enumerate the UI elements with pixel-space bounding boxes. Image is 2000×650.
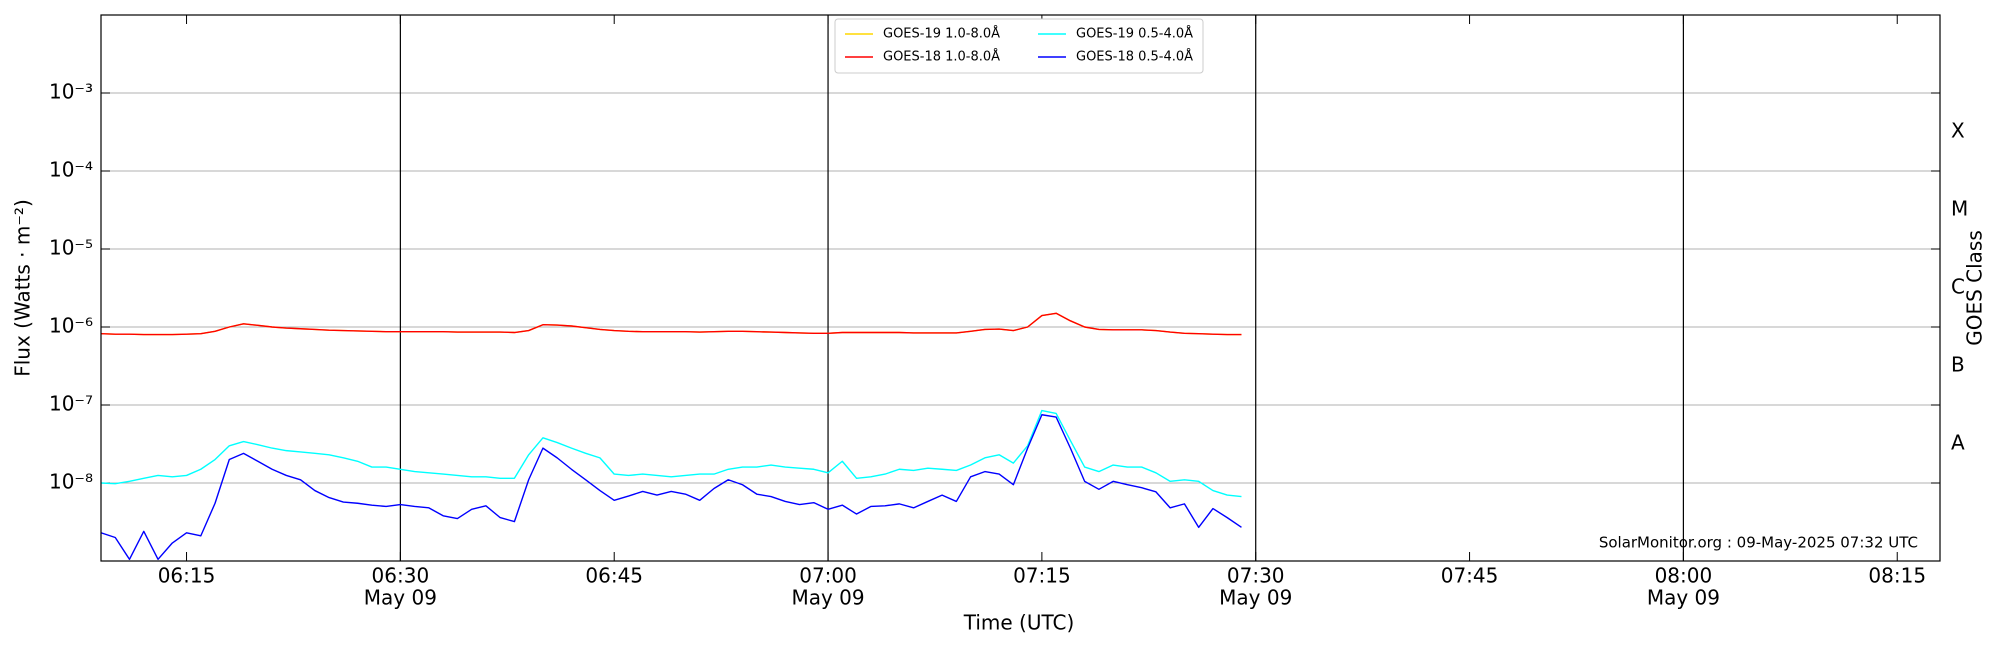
x-tick-label: 07:45 [1441,564,1499,588]
series-line [101,409,1242,498]
goes-class-label: B [1951,353,1965,377]
y2-axis-label: GOES Class [1963,230,1987,346]
goes-class-label: C [1951,275,1965,299]
x-tick-date: May 09 [1219,586,1292,610]
y-tick-label: 10⁻⁵ [49,236,93,260]
x-tick-date: May 09 [364,586,437,610]
goes-class-label: M [1951,197,1968,221]
series-line [101,414,1242,561]
x-tick-label: 07:15 [1013,564,1071,588]
x-axis-label: Time (UTC) [963,611,1075,635]
x-tick-label: 08:00 [1655,564,1713,588]
legend-label: GOES-18 0.5-4.0Å [1076,49,1193,65]
y-tick-label: 10⁻⁷ [49,392,93,416]
legend-label: GOES-18 1.0-8.0Å [883,49,1000,65]
y-axis-label: Flux (Watts · m⁻²) [11,199,35,377]
y-tick-label: 10⁻⁶ [49,314,93,338]
x-tick-label: 07:30 [1227,564,1285,588]
x-tick-date: May 09 [1647,586,1720,610]
legend-label: GOES-19 0.5-4.0Å [1076,26,1193,42]
x-tick-label: 07:00 [799,564,857,588]
plot-frame [100,14,1941,562]
y-tick-label: 10⁻⁴ [49,158,93,182]
x-tick-label: 06:30 [372,564,430,588]
goes-class-label: A [1951,431,1965,455]
x-tick-label: 08:15 [1868,564,1926,588]
legend-box [834,18,1204,74]
y-tick-label: 10⁻⁸ [49,470,93,494]
x-tick-date: May 09 [791,586,864,610]
plot-area [101,312,1242,561]
x-tick-label: 06:45 [585,564,643,588]
legend-label: GOES-19 1.0-8.0Å [883,26,1000,42]
series-line [101,312,1242,336]
annotation: SolarMonitor.org : 09-May-2025 07:32 UTC [1599,534,1918,552]
goes-class-label: X [1951,119,1965,143]
y-tick-label: 10⁻³ [49,80,93,104]
x-tick-label: 06:15 [158,564,216,588]
